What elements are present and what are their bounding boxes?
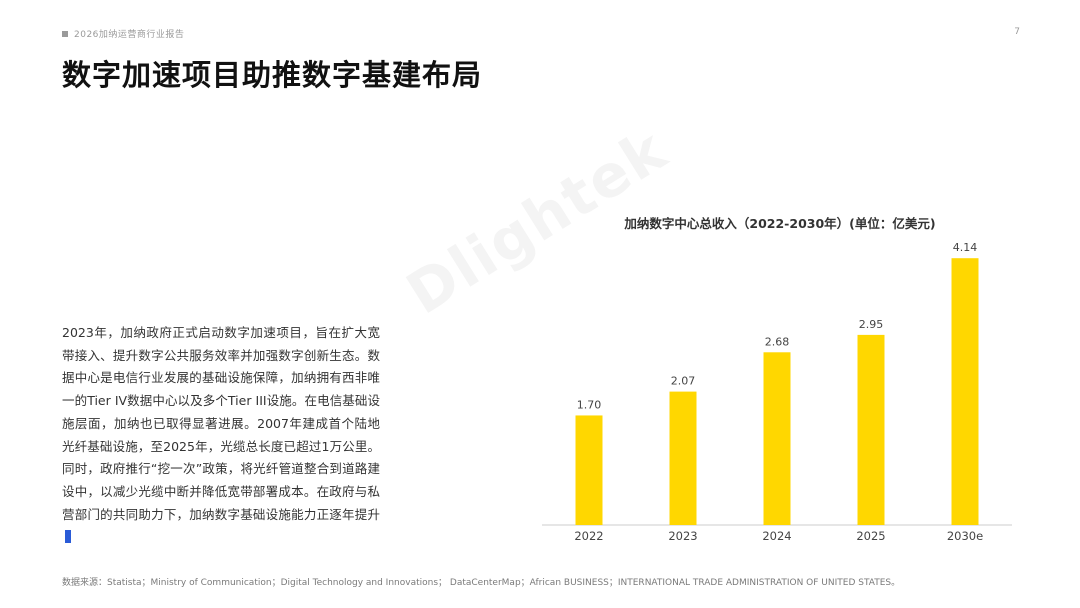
chart-title: 加纳数字中心总收入（2022-2030年）(单位：亿美元) [624, 216, 936, 231]
bar-2024 [763, 352, 791, 525]
data-label-2022: 1.70 [577, 398, 602, 411]
x-tick-2030e: 2030e [947, 529, 983, 543]
data-label-2030e: 4.14 [953, 241, 978, 254]
x-tick-2025: 2025 [856, 529, 885, 543]
text-end-marker [65, 530, 71, 544]
body-text: 2023年，加纳政府正式启动数字加速项目，旨在扩大宽带接入、提升数字公共服务效率… [62, 325, 380, 522]
page-number: 7 [1014, 27, 1020, 37]
x-tick-2023: 2023 [668, 529, 697, 543]
report-label: 2026加纳运营商行业报告 [74, 30, 185, 40]
data-label-2024: 2.68 [765, 335, 790, 348]
x-tick-2024: 2024 [762, 529, 791, 543]
data-label-2025: 2.95 [859, 318, 884, 331]
page-title: 数字加速项目助推数字基建布局 [62, 58, 483, 92]
header-square-icon [62, 30, 68, 37]
bar-2030e [951, 258, 979, 525]
bar-2022 [575, 415, 603, 525]
source-note: 数据来源：Statista；Ministry of Communication；… [62, 578, 901, 588]
x-tick-2022: 2022 [574, 529, 603, 543]
body-paragraph: 2023年，加纳政府正式启动数字加速项目，旨在扩大宽带接入、提升数字公共服务效率… [62, 322, 380, 549]
bar-2023 [669, 391, 697, 525]
bar-2025 [857, 334, 885, 525]
report-header: 2026加纳运营商行业报告 [62, 27, 184, 40]
data-label-2023: 2.07 [671, 375, 696, 388]
